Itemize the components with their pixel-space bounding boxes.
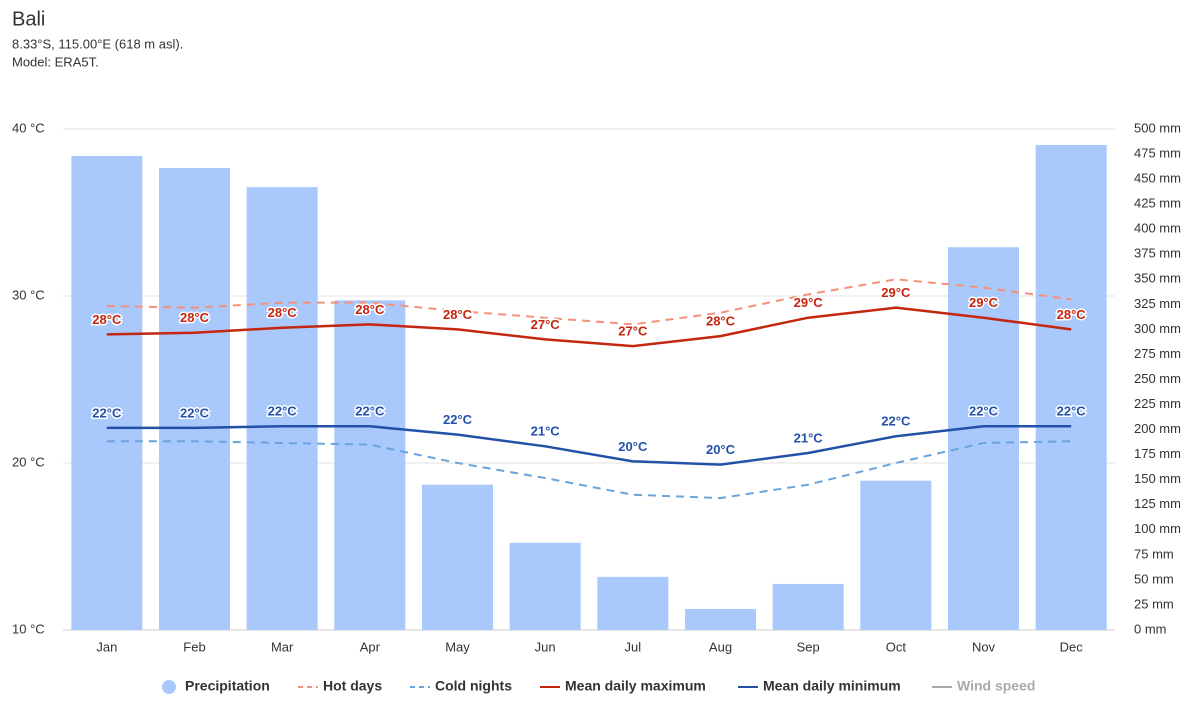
y-tick-label: 40 °C [12, 120, 45, 135]
value-label: 27°C [618, 324, 648, 339]
legend-label: Precipitation [185, 678, 270, 694]
x-tick-label: Jun [535, 639, 556, 654]
legend-label: Hot days [323, 678, 382, 694]
precipitation-bar [509, 542, 581, 630]
y2-tick-label: 500 mm [1134, 120, 1181, 135]
y2-tick-label: 125 mm [1134, 496, 1181, 511]
precipitation-bar [334, 300, 406, 630]
y2-tick-label: 200 mm [1134, 421, 1181, 436]
y2-tick-label: 300 mm [1134, 321, 1181, 336]
y2-tick-label: 175 mm [1134, 446, 1181, 461]
x-tick-label: Sep [797, 639, 820, 654]
precipitation-bar [246, 187, 318, 630]
legend-label: Wind speed [957, 678, 1035, 694]
value-label: 29°C [969, 295, 999, 310]
y2-tick-label: 375 mm [1134, 246, 1181, 261]
chart-title: Bali [12, 8, 45, 30]
x-tick-label: Dec [1060, 639, 1084, 654]
x-tick-label: Feb [183, 639, 205, 654]
legend-label: Mean daily maximum [565, 678, 706, 694]
precipitation-bar [860, 480, 932, 630]
value-label: 22°C [180, 405, 210, 420]
precipitation-bar [422, 484, 493, 630]
line-series [106, 440, 1072, 500]
value-label: 22°C [969, 404, 999, 419]
y2-tick-label: 50 mm [1134, 571, 1174, 586]
y2-tick-label: 325 mm [1134, 296, 1181, 311]
y2-tick-label: 150 mm [1134, 471, 1181, 486]
precipitation-bar [1035, 145, 1107, 631]
x-tick-label: Apr [360, 639, 381, 654]
x-tick-label: Nov [972, 639, 996, 654]
value-label: 29°C [794, 295, 824, 310]
y-tick-label: 30 °C [12, 287, 45, 302]
y2-tick-label: 350 mm [1134, 271, 1181, 286]
line-series [106, 278, 1072, 326]
line-series [106, 306, 1072, 348]
value-label: 22°C [443, 412, 473, 427]
y2-tick-label: 450 mm [1134, 171, 1181, 186]
value-label: 22°C [355, 404, 385, 419]
value-label: 20°C [706, 442, 736, 457]
y2-tick-label: 75 mm [1134, 546, 1174, 561]
value-label: 28°C [180, 310, 210, 325]
value-label: 27°C [531, 317, 561, 332]
value-label: 22°C [1057, 404, 1087, 419]
value-label: 20°C [618, 439, 648, 454]
x-tick-label: Oct [886, 639, 907, 654]
y-tick-label: 10 °C [12, 621, 45, 636]
value-label: 21°C [794, 430, 824, 445]
value-label: 28°C [268, 305, 298, 320]
y2-tick-label: 25 mm [1134, 596, 1174, 611]
value-label: 22°C [92, 405, 122, 420]
y2-tick-label: 475 mm [1134, 145, 1181, 160]
value-label: 28°C [355, 302, 385, 317]
chart-subtitle: Model: ERA5T. [12, 54, 99, 69]
value-label: 28°C [706, 314, 736, 329]
precipitation-bar [71, 156, 143, 630]
x-tick-label: Aug [709, 639, 732, 654]
precipitation-bar [772, 583, 844, 630]
y-tick-label: 20 °C [12, 454, 45, 469]
y2-tick-label: 400 mm [1134, 221, 1181, 236]
value-label: 28°C [92, 312, 122, 327]
precipitation-bar [685, 608, 756, 630]
legend-label: Mean daily minimum [763, 678, 901, 694]
x-tick-label: Jul [625, 639, 642, 654]
y2-tick-label: 425 mm [1134, 196, 1181, 211]
precipitation-bar [159, 168, 230, 630]
value-label: 22°C [268, 404, 298, 419]
value-label: 28°C [1057, 307, 1087, 322]
x-tick-label: Mar [271, 639, 294, 654]
y2-tick-label: 0 mm [1134, 621, 1167, 636]
value-label: 22°C [881, 414, 911, 429]
y2-tick-label: 250 mm [1134, 371, 1181, 386]
y2-tick-label: 225 mm [1134, 396, 1181, 411]
line-series [106, 425, 1072, 466]
value-label: 29°C [881, 285, 911, 300]
legend-marker [162, 680, 176, 694]
precipitation-bar [597, 576, 669, 630]
x-tick-label: May [445, 639, 470, 654]
x-tick-label: Jan [96, 639, 117, 654]
value-label: 21°C [531, 424, 561, 439]
chart-subtitle: 8.33°S, 115.00°E (618 m asl). [12, 36, 183, 51]
legend-label: Cold nights [435, 678, 512, 694]
y2-tick-label: 275 mm [1134, 346, 1181, 361]
value-label: 28°C [443, 307, 473, 322]
precipitation-bar [948, 247, 1019, 630]
y2-tick-label: 100 mm [1134, 521, 1181, 536]
